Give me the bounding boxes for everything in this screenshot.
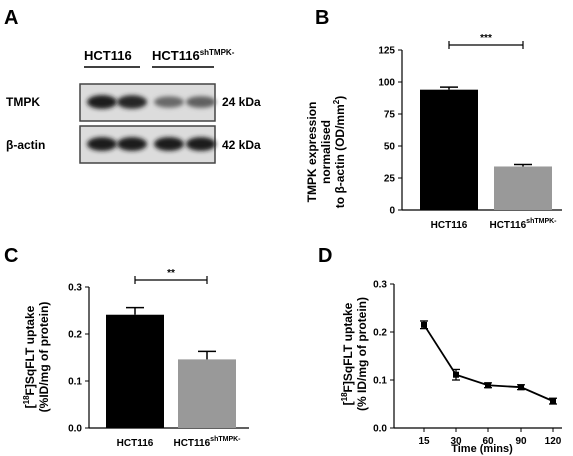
y-tick-label: 0.0 — [373, 424, 387, 435]
lane-label-hct116-shtmpk: HCT116shTMPK- — [152, 48, 235, 68]
line-chart-d: 0.0 0.1 0.2 0.3 15 30 60 90 120 — [373, 280, 562, 447]
protein-label-tmpk: TMPK — [6, 95, 40, 109]
panel-c: C [18F]SqFLT uptake (%ID/mg of protein) … — [4, 245, 249, 449]
panel-d: D [18F]SqFLT uptake (% ID/mg of protein)… — [318, 245, 562, 455]
y-label-line: (% ID/mg of protein) — [355, 297, 369, 411]
y-label-line: [18F]SqFLT uptake — [340, 302, 355, 405]
panel-b: B TMPK expression normalised to β-actin … — [305, 7, 562, 231]
y-axis-label-d: [18F]SqFLT uptake (% ID/mg of protein) — [340, 297, 369, 411]
y-tick-label: 25 — [384, 174, 396, 185]
y-axis-label-c: [18F]SqFLT uptake (%ID/mg of protein) — [22, 302, 51, 413]
significance-stars: ** — [167, 268, 175, 279]
lane-label-text: HCT116shTMPK- — [152, 48, 235, 63]
y-axis-label-b: TMPK expression normalised to β-actin (O… — [305, 96, 347, 208]
x-tick-label: HCT116shTMPK- — [173, 436, 241, 449]
x-tick-label: 120 — [545, 436, 562, 447]
blot-band — [186, 96, 216, 108]
panel-letter-a: A — [4, 7, 18, 29]
panel-letter-c: C — [4, 245, 18, 267]
x-tick-label: HCT116 — [117, 438, 154, 449]
blot-bands-tmpk — [87, 95, 216, 109]
y-label-line: normalised — [319, 120, 333, 184]
protein-label-beta-actin: β-actin — [6, 138, 45, 152]
panel-letter-b: B — [315, 7, 329, 29]
bar — [494, 166, 552, 210]
bar — [106, 314, 164, 428]
x-axis-label-d: Time (mins) — [451, 443, 513, 455]
x-tick-label: 60 — [482, 436, 494, 447]
bar-chart-b: 0 25 50 75 100 125 HCT116 HCT116shTMPK- *** — [378, 33, 562, 231]
y-tick-label: 0.3 — [68, 283, 82, 294]
y-label-line: TMPK expression — [305, 102, 319, 203]
y-tick-label: 0.0 — [68, 424, 82, 435]
y-tick-label: 0 — [389, 206, 395, 217]
y-tick-label: 100 — [378, 78, 395, 89]
y-tick-label: 0.1 — [373, 376, 387, 387]
y-label-line: to β-actin (OD/mm2) — [332, 96, 347, 208]
data-point — [518, 384, 524, 391]
x-tick-label: 15 — [418, 436, 430, 447]
y-tick-label: 75 — [384, 110, 396, 121]
series-line — [423, 324, 554, 402]
y-label-line: (%ID/mg of protein) — [37, 302, 51, 413]
blot-band — [87, 137, 117, 151]
x-tick-label: 30 — [450, 436, 462, 447]
x-tick-label: HCT116 — [431, 220, 468, 231]
size-label-24kda: 24 kDa — [222, 95, 261, 109]
panel-letter-d: D — [318, 245, 332, 267]
significance-stars: *** — [480, 33, 492, 44]
blot-bands-beta-actin — [87, 137, 216, 151]
bar-chart-c: 0.0 0.1 0.2 0.3 HCT116 HCT116shTMPK- ** — [68, 268, 249, 449]
panel-a: A HCT116 HCT116shTMPK- TMPK 24 kDa β-act… — [4, 7, 261, 164]
y-tick-label: 50 — [384, 142, 396, 153]
y-label-line: [18F]SqFLT uptake — [22, 305, 37, 408]
x-tick-label: HCT116shTMPK- — [489, 218, 557, 231]
data-point — [421, 321, 427, 328]
blot-band — [117, 137, 147, 151]
data-point — [453, 371, 459, 378]
blot-band — [186, 137, 216, 151]
blot-band — [154, 96, 184, 108]
blot-band — [117, 95, 147, 109]
bar — [178, 359, 236, 428]
y-tick-label: 0.2 — [373, 328, 387, 339]
y-tick-label: 0.3 — [373, 280, 387, 291]
lane-label-hct116: HCT116 — [84, 48, 140, 68]
blot-band — [87, 95, 117, 109]
y-tick-label: 0.1 — [68, 377, 82, 388]
data-point — [550, 398, 556, 405]
x-tick-label: 90 — [515, 436, 527, 447]
y-tick-label: 125 — [378, 46, 395, 57]
lane-label-text: HCT116 — [84, 48, 132, 63]
blot-band — [154, 137, 184, 151]
bar — [420, 89, 478, 210]
y-tick-label: 0.2 — [68, 330, 82, 341]
size-label-42kda: 42 kDa — [222, 138, 261, 152]
data-point — [485, 382, 491, 389]
